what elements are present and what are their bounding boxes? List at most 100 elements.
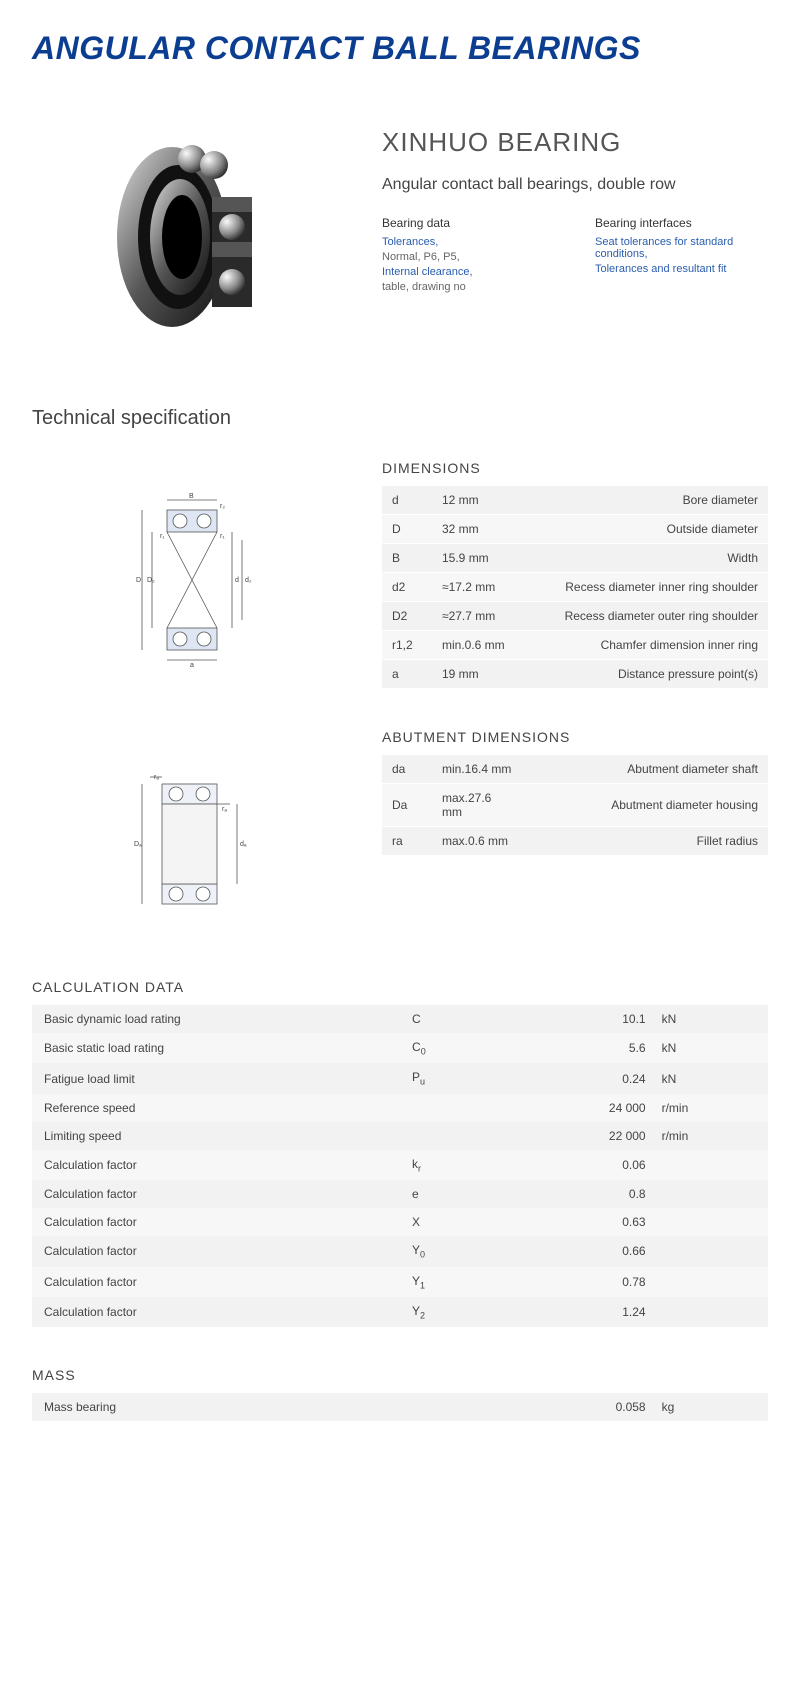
calc-value: 0.78 bbox=[510, 1267, 657, 1297]
table-row: Reference speed 24 000r/min bbox=[32, 1094, 768, 1122]
calc-label: Calculation factor bbox=[32, 1180, 400, 1208]
calc-label: Fatigue load limit bbox=[32, 1063, 400, 1093]
dimensions-title: DIMENSIONS bbox=[382, 460, 768, 476]
table-row: Calculation factorY00.66 bbox=[32, 1236, 768, 1266]
bearing-data-col: Bearing data Tolerances,Normal, P6, P5,I… bbox=[382, 216, 555, 296]
calc-value: 0.06 bbox=[510, 1150, 657, 1180]
spec-symbol: r1,2 bbox=[382, 631, 432, 660]
table-row: Calculation factorY10.78 bbox=[32, 1267, 768, 1297]
spec-desc: Chamfer dimension inner ring bbox=[522, 631, 768, 660]
abutment-block: rₐ rₐ Dₐ dₐ ABUTMENT DIMENSIONS damin.16… bbox=[32, 729, 768, 939]
svg-text:D: D bbox=[136, 577, 141, 584]
svg-text:r₂: r₂ bbox=[220, 503, 225, 510]
header-row: XINHUO BEARING Angular contact ball bear… bbox=[32, 127, 768, 347]
svg-text:rₐ: rₐ bbox=[154, 774, 159, 781]
calc-symbol: Y1 bbox=[400, 1267, 510, 1297]
bearing-interfaces-item[interactable]: Seat tolerances for standard conditions, bbox=[595, 236, 768, 260]
calc-value: 5.6 bbox=[510, 1033, 657, 1063]
spec-desc: Fillet radius bbox=[522, 827, 768, 856]
spec-symbol: D2 bbox=[382, 602, 432, 631]
svg-text:rₐ: rₐ bbox=[222, 806, 227, 813]
header-info: XINHUO BEARING Angular contact ball bear… bbox=[382, 127, 768, 347]
table-row: D32 mmOutside diameter bbox=[382, 515, 768, 544]
calc-unit: kN bbox=[658, 1005, 768, 1033]
calc-label: Reference speed bbox=[32, 1094, 400, 1122]
bearing-interfaces-col: Bearing interfaces Seat tolerances for s… bbox=[595, 216, 768, 296]
spec-desc: Bore diameter bbox=[522, 486, 768, 515]
table-row: d12 mmBore diameter bbox=[382, 486, 768, 515]
table-row: Basic dynamic load ratingC10.1kN bbox=[32, 1005, 768, 1033]
product-subtitle: Angular contact ball bearings, double ro… bbox=[382, 176, 768, 194]
table-row: Calculation factorkr0.06 bbox=[32, 1150, 768, 1180]
calc-value: 24 000 bbox=[510, 1094, 657, 1122]
calc-symbol: kr bbox=[400, 1150, 510, 1180]
calc-value: 10.1 bbox=[510, 1005, 657, 1033]
table-row: B15.9 mmWidth bbox=[382, 544, 768, 573]
spec-symbol: Da bbox=[382, 784, 432, 827]
svg-text:a: a bbox=[190, 662, 194, 669]
spec-symbol: D bbox=[382, 515, 432, 544]
bearing-interfaces-item[interactable]: Tolerances and resultant fit bbox=[595, 263, 768, 275]
calc-symbol: Y0 bbox=[400, 1236, 510, 1266]
spec-value: 15.9 mm bbox=[432, 544, 522, 573]
calc-symbol: C0 bbox=[400, 1033, 510, 1063]
bearing-data-item[interactable]: Tolerances, bbox=[382, 236, 555, 248]
spec-desc: Outside diameter bbox=[522, 515, 768, 544]
mass-table: Mass bearing0.058kg bbox=[32, 1393, 768, 1421]
svg-text:r₁: r₁ bbox=[220, 533, 225, 540]
spec-value: ≈27.7 mm bbox=[432, 602, 522, 631]
spec-desc: Abutment diameter housing bbox=[522, 784, 768, 827]
dimensions-block: B r₂ r₁ r₁ D D₂ d d₂ a DIMENSIONS d12 mm… bbox=[32, 460, 768, 689]
calc-symbol: Y2 bbox=[400, 1297, 510, 1327]
spec-desc: Recess diameter inner ring shoulder bbox=[522, 573, 768, 602]
calc-label: Basic static load rating bbox=[32, 1033, 400, 1063]
brand-name: XINHUO BEARING bbox=[382, 127, 768, 158]
abutment-table: damin.16.4 mmAbutment diameter shaftDama… bbox=[382, 755, 768, 856]
spec-symbol: da bbox=[382, 755, 432, 784]
calc-label: Mass bearing bbox=[32, 1393, 400, 1421]
spec-value: min.0.6 mm bbox=[432, 631, 522, 660]
spec-desc: Recess diameter outer ring shoulder bbox=[522, 602, 768, 631]
table-row: Damax.27.6 mmAbutment diameter housing bbox=[382, 784, 768, 827]
spec-value: 32 mm bbox=[432, 515, 522, 544]
spec-value: min.16.4 mm bbox=[432, 755, 522, 784]
spec-desc: Width bbox=[522, 544, 768, 573]
abutment-diagram: rₐ rₐ Dₐ dₐ bbox=[32, 729, 352, 939]
bearing-data-item: table, drawing no bbox=[382, 281, 555, 293]
calc-label: Limiting speed bbox=[32, 1122, 400, 1150]
calc-symbol bbox=[400, 1122, 510, 1150]
calc-unit bbox=[658, 1180, 768, 1208]
calc-unit: r/min bbox=[658, 1094, 768, 1122]
calc-label: Calculation factor bbox=[32, 1236, 400, 1266]
calc-unit bbox=[658, 1236, 768, 1266]
bearing-data-item[interactable]: Internal clearance, bbox=[382, 266, 555, 278]
bearing-data-item: Normal, P6, P5, bbox=[382, 251, 555, 263]
calculation-title: CALCULATION DATA bbox=[32, 979, 768, 995]
abutment-title: ABUTMENT DIMENSIONS bbox=[382, 729, 768, 745]
svg-text:B: B bbox=[189, 493, 194, 500]
spec-value: ≈17.2 mm bbox=[432, 573, 522, 602]
svg-text:d₂: d₂ bbox=[245, 577, 252, 584]
calc-symbol: C bbox=[400, 1005, 510, 1033]
svg-text:dₐ: dₐ bbox=[240, 841, 247, 848]
svg-text:D₂: D₂ bbox=[147, 577, 155, 584]
calc-label: Calculation factor bbox=[32, 1208, 400, 1236]
calc-unit: kg bbox=[658, 1393, 768, 1421]
spec-symbol: d bbox=[382, 486, 432, 515]
calc-label: Calculation factor bbox=[32, 1297, 400, 1327]
calc-symbol: X bbox=[400, 1208, 510, 1236]
spec-value: 19 mm bbox=[432, 660, 522, 689]
spec-symbol: B bbox=[382, 544, 432, 573]
table-row: Calculation factorX0.63 bbox=[32, 1208, 768, 1236]
table-row: ramax.0.6 mmFillet radius bbox=[382, 827, 768, 856]
spec-desc: Abutment diameter shaft bbox=[522, 755, 768, 784]
svg-text:r₁: r₁ bbox=[160, 533, 165, 540]
table-row: Mass bearing0.058kg bbox=[32, 1393, 768, 1421]
calc-value: 0.63 bbox=[510, 1208, 657, 1236]
calc-symbol: Pu bbox=[400, 1063, 510, 1093]
table-row: Calculation factorY21.24 bbox=[32, 1297, 768, 1327]
spec-value: max.27.6 mm bbox=[432, 784, 522, 827]
calc-symbol bbox=[400, 1393, 510, 1421]
spec-symbol: d2 bbox=[382, 573, 432, 602]
calc-unit: kN bbox=[658, 1063, 768, 1093]
